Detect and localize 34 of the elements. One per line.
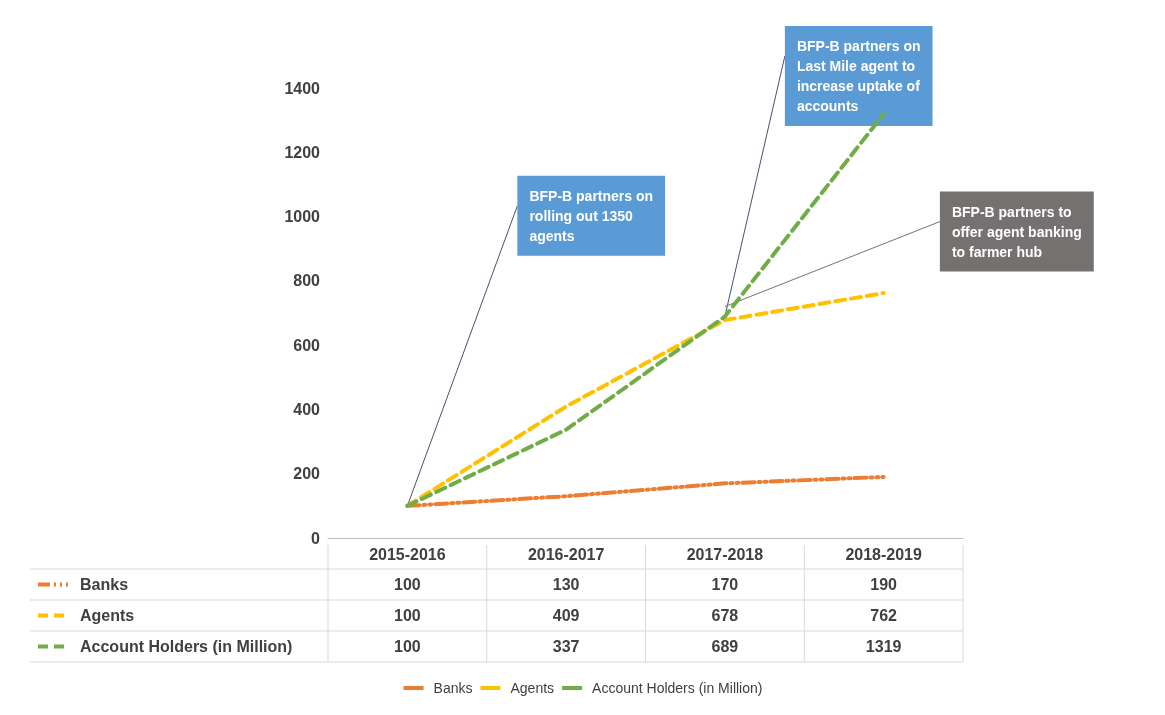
annotation: BFP-B partners on rolling out 1350 agents: [529, 187, 654, 244]
data-label: 100: [394, 638, 421, 655]
data-label: 678: [711, 607, 739, 624]
legend-label: Agents: [510, 680, 555, 696]
annotation: BFP-B partners on Last Mile agent to increase uptake of accounts: [796, 38, 921, 114]
data-label: 100: [394, 607, 421, 624]
legend-label: Banks: [433, 680, 473, 696]
data-label: 100: [394, 576, 421, 593]
data-label: 190: [870, 576, 898, 593]
y-tick-label: 200: [293, 465, 321, 483]
line-series: [405, 112, 886, 508]
text: Agents: [80, 607, 135, 624]
y-tick-label: 400: [293, 400, 321, 418]
y-tick-label: 800: [293, 272, 321, 290]
y-tick-label: 600: [293, 336, 321, 354]
x-tick-label: 2015-2016: [369, 545, 446, 563]
data-label: 337: [552, 638, 580, 655]
y-tick-label: 1000: [284, 208, 321, 226]
data-label: 170: [711, 576, 739, 593]
y-tick-label: 1200: [284, 143, 321, 161]
y-tick-label: 1400: [284, 79, 321, 97]
data-label: 130: [552, 576, 580, 593]
text: Account Holders (in Million): [80, 638, 293, 655]
x-tick-label: 2016-2017: [527, 545, 605, 563]
x-tick-label: 2017-2018: [686, 545, 764, 563]
data-label: 689: [711, 638, 739, 655]
legend-label: Account Holders (in Million): [592, 680, 763, 696]
data-label: 409: [552, 607, 580, 624]
text: Banks: [80, 576, 129, 593]
data-label: 1319: [865, 638, 902, 655]
data-label: 762: [870, 607, 898, 624]
y-tick-label: 0: [311, 529, 321, 547]
x-tick-label: 2018-2019: [845, 545, 922, 563]
annotation: BFP-B partners to offer agent banking to farmer hub: [951, 203, 1082, 260]
